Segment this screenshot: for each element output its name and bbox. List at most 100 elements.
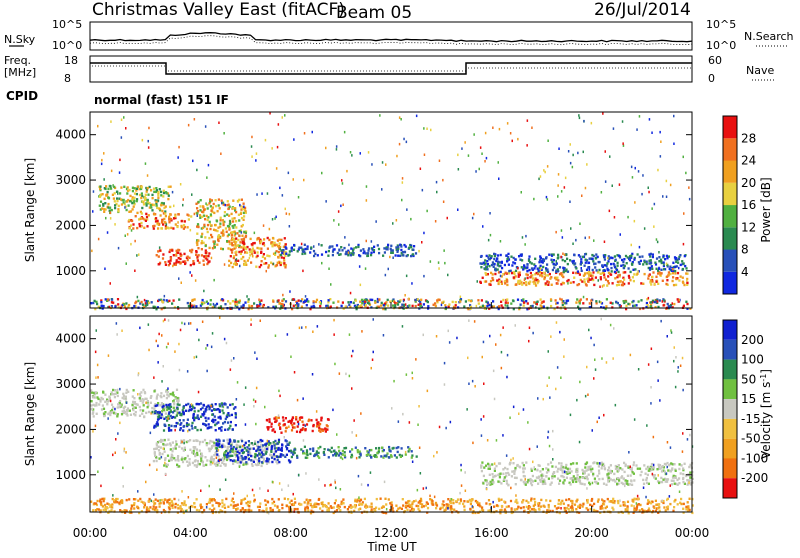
echo-cell — [100, 201, 102, 203]
echo-cell — [400, 249, 402, 251]
echo-cell — [562, 267, 564, 269]
echo-cell — [590, 470, 592, 472]
echo-cell — [579, 300, 581, 302]
echo-cell — [189, 249, 191, 251]
echo-cell — [133, 389, 135, 391]
echo-cell — [157, 197, 159, 199]
echo-cell — [124, 305, 126, 307]
noise-cell — [555, 231, 557, 234]
echo-cell — [658, 256, 660, 258]
echo-cell — [542, 483, 544, 485]
echo-cell — [204, 236, 206, 238]
echo-cell — [201, 303, 203, 305]
echo-cell — [280, 305, 282, 307]
echo-cell — [610, 267, 612, 269]
echo-cell — [232, 207, 234, 209]
echo-cell — [104, 504, 106, 506]
echo-cell — [159, 453, 161, 455]
echo-cell — [124, 406, 126, 408]
echo-cell — [650, 301, 652, 303]
echo-cell — [125, 396, 127, 398]
echo-cell — [671, 467, 673, 469]
echo-cell — [176, 464, 178, 466]
echo-cell — [561, 274, 563, 276]
echo-cell — [333, 506, 335, 508]
echo-cell — [154, 425, 156, 427]
echo-cell — [257, 255, 259, 257]
echo-cell — [232, 200, 234, 202]
echo-cell — [684, 255, 686, 257]
noise-cell — [461, 147, 463, 150]
noise-cell — [101, 163, 103, 166]
echo-cell — [573, 277, 575, 279]
echo-cell — [485, 301, 487, 303]
noise-cell — [104, 268, 106, 271]
echo-cell — [202, 227, 204, 229]
noise-cell — [256, 193, 258, 196]
echo-cell — [593, 284, 595, 286]
echo-cell — [275, 421, 277, 423]
echo-cell — [240, 213, 242, 215]
echo-cell — [515, 483, 517, 485]
echo-cell — [390, 249, 392, 251]
echo-cell — [161, 453, 163, 455]
echo-cell — [523, 301, 525, 303]
echo-cell — [221, 502, 223, 504]
y-tick-label: 3000 — [55, 173, 86, 187]
echo-cell — [619, 304, 621, 306]
noise-cell — [289, 213, 291, 216]
echo-cell — [497, 474, 499, 476]
echo-cell — [674, 266, 676, 268]
echo-cell — [184, 447, 186, 449]
echo-cell — [427, 507, 429, 509]
noise-cell — [98, 238, 100, 241]
echo-cell — [492, 261, 494, 263]
noise-cell — [654, 203, 656, 206]
echo-cell — [588, 474, 590, 476]
echo-cell — [208, 423, 210, 425]
noise-cell — [130, 243, 132, 246]
noise-cell — [304, 132, 306, 135]
echo-cell — [618, 469, 620, 471]
echo-cell — [480, 464, 482, 466]
echo-cell — [637, 468, 639, 470]
echo-cell — [198, 403, 200, 405]
echo-cell — [104, 394, 106, 396]
echo-cell — [123, 201, 125, 203]
noise-cell — [344, 236, 346, 239]
echo-cell — [498, 462, 500, 464]
echo-cell — [187, 259, 189, 261]
echo-cell — [262, 305, 264, 307]
noise-cell — [577, 152, 579, 155]
noise-cell — [126, 188, 128, 191]
echo-cell — [172, 447, 174, 449]
echo-cell — [243, 238, 245, 240]
echo-cell — [256, 305, 258, 307]
echo-cell — [361, 302, 363, 304]
echo-cell — [625, 305, 627, 307]
echo-cell — [221, 409, 223, 411]
echo-cell — [481, 506, 483, 508]
echo-cell — [158, 255, 160, 257]
echo-cell — [150, 402, 152, 404]
echo-cell — [233, 501, 235, 503]
echo-cell — [143, 203, 145, 205]
echo-cell — [229, 404, 231, 406]
echo-cell — [567, 299, 569, 301]
noise-cell — [341, 179, 343, 182]
noise-cell — [246, 295, 248, 298]
echo-cell — [260, 456, 262, 458]
echo-cell — [450, 508, 452, 510]
echo-cell — [574, 504, 576, 506]
echo-cell — [201, 248, 203, 250]
beam-label: Beam 05 — [336, 3, 412, 23]
echo-cell — [153, 408, 155, 410]
echo-cell — [439, 299, 441, 301]
echo-cell — [168, 394, 170, 396]
echo-cell — [288, 450, 290, 452]
echo-cell — [626, 483, 628, 485]
echo-cell — [107, 188, 109, 190]
noise-cell — [234, 303, 236, 306]
echo-cell — [592, 269, 594, 271]
echo-cell — [296, 457, 298, 459]
